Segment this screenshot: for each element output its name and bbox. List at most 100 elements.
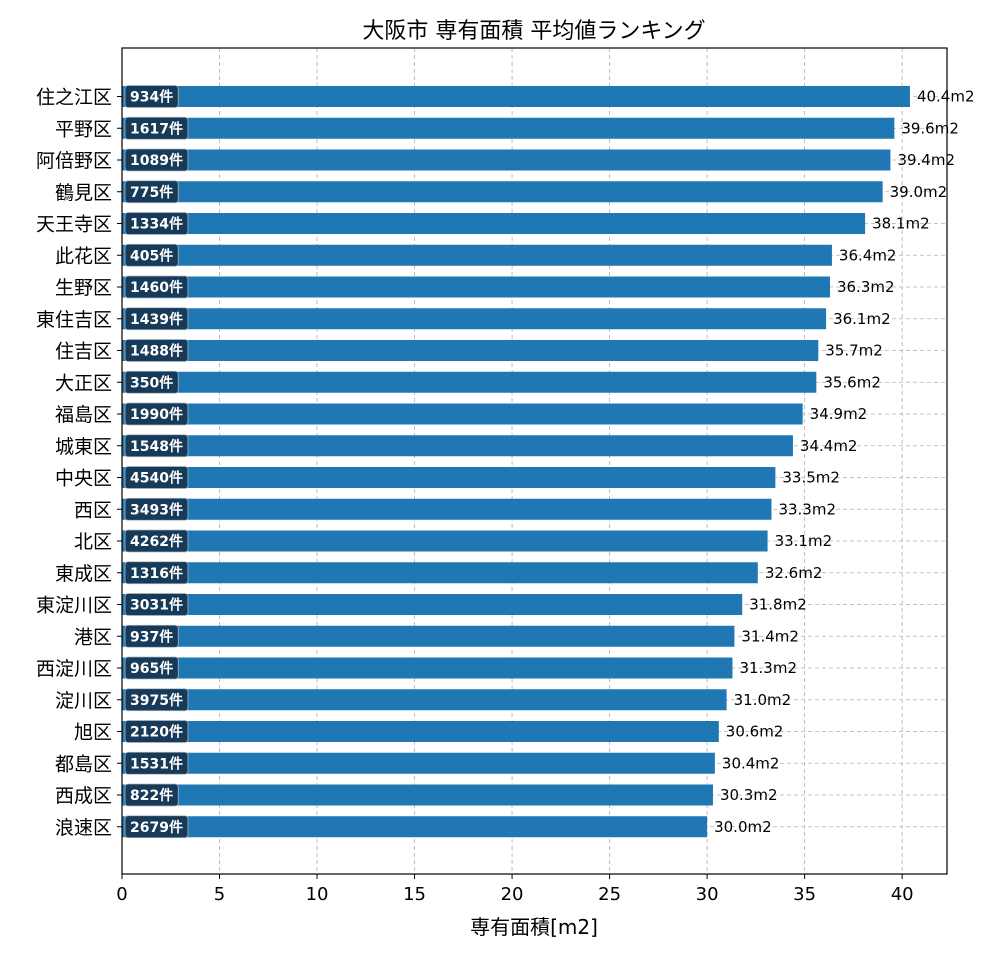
value-label: 30.6m2 [726, 723, 784, 741]
x-tick-label: 15 [403, 884, 426, 905]
bars [122, 86, 910, 838]
count-badge-bg [124, 243, 179, 267]
count-label: 822件 [130, 787, 173, 804]
x-tick-label: 5 [214, 884, 225, 905]
x-tick-label: 30 [696, 884, 719, 905]
count-label: 1089件 [130, 152, 183, 169]
bar [122, 816, 708, 838]
x-tick-label: 40 [891, 884, 914, 905]
x-axis-label: 専有面積[m2] [470, 915, 598, 939]
plot-frame [121, 47, 948, 875]
bar [122, 276, 830, 298]
count-label: 405件 [130, 247, 173, 264]
count-badge: 2679件 [124, 815, 189, 839]
category-label: 東住吉区 [36, 309, 112, 331]
count-label: 1316件 [130, 565, 183, 582]
bar [122, 181, 883, 203]
category-label: 浪速区 [55, 817, 112, 839]
category-label: 住吉区 [55, 341, 112, 363]
count-badge: 1617件 [124, 116, 189, 140]
count-badge: 1439件 [124, 307, 189, 331]
value-label: 34.4m2 [800, 437, 858, 455]
count-badge-bg [124, 688, 189, 712]
count-label: 350件 [130, 374, 173, 391]
count-badge: 822件 [124, 783, 179, 807]
bar [122, 117, 895, 139]
count-badge: 1531件 [124, 751, 189, 775]
value-label: 39.0m2 [890, 183, 948, 201]
count-badge: 1460件 [124, 275, 189, 299]
count-badge: 3975件 [124, 688, 189, 712]
category-label: 東成区 [55, 563, 112, 585]
x-tick-label: 35 [793, 884, 816, 905]
count-label: 1531件 [130, 755, 183, 772]
bar [122, 562, 758, 584]
bar [122, 594, 743, 615]
bar [122, 689, 727, 711]
category-label: 鶴見区 [55, 182, 112, 204]
category-label: 淀川区 [55, 690, 112, 712]
bar [122, 721, 719, 742]
category-label: 福島区 [55, 404, 112, 426]
count-badge: 1488件 [124, 339, 189, 362]
value-label: 31.0m2 [734, 691, 792, 709]
value-labels: 40.4m2 39.6m2 39.4m2 39.0m2 38.1m2 36.4m2 36.3… [714, 88, 974, 836]
category-label: 住之江区 [36, 87, 112, 109]
bar [122, 340, 819, 361]
category-label: 平野区 [55, 118, 112, 140]
bar [122, 625, 735, 647]
count-badge-bg [124, 720, 189, 743]
value-label: 33.3m2 [778, 500, 836, 518]
count-badge: 4262件 [124, 529, 189, 553]
value-label: 32.6m2 [765, 564, 823, 582]
count-badge: 1990件 [124, 402, 189, 426]
x-tick-label: 10 [306, 884, 329, 905]
value-label: 33.1m2 [775, 532, 833, 550]
count-badge-bg [124, 180, 179, 204]
bar [122, 752, 715, 774]
count-badge: 4540件 [124, 466, 189, 489]
count-label: 4262件 [130, 533, 183, 550]
value-label: 39.6m2 [901, 119, 959, 137]
value-label: 39.4m2 [897, 151, 955, 169]
bar [122, 86, 910, 107]
y-tick-labels: 住之江区平野区阿倍野区鶴見区天王寺区此花区生野区東住吉区住吉区大正区福島区城東区… [36, 87, 122, 839]
x-tick-label: 20 [501, 884, 524, 905]
count-badge-bg [124, 339, 189, 362]
category-label: 大正区 [55, 372, 112, 394]
value-label: 33.5m2 [782, 469, 840, 487]
value-label: 36.4m2 [839, 246, 897, 264]
count-badges: 934件 1617件 1089件 775件 1334件 405件 1460件 1439件 148… [124, 85, 189, 839]
count-badge-bg [124, 212, 189, 235]
category-label: 旭区 [74, 722, 112, 744]
count-label: 965件 [130, 660, 173, 677]
count-badge: 1548件 [124, 434, 189, 458]
bar [122, 435, 793, 457]
count-badge-bg [124, 656, 179, 680]
count-badge-bg [124, 116, 189, 140]
count-label: 2679件 [130, 819, 183, 836]
chart-title: 大阪市 専有面積 平均値ランキング [362, 19, 705, 44]
count-badge-bg [124, 497, 189, 521]
count-badge: 1316件 [124, 561, 189, 585]
category-label: 北区 [74, 531, 112, 553]
count-badge: 405件 [124, 243, 179, 267]
count-badge: 3493件 [124, 497, 189, 521]
count-badge: 1334件 [124, 212, 189, 235]
x-ticks: 0 5 10 15 20 25 30 35 40 [116, 874, 914, 905]
bar [122, 657, 733, 679]
count-label: 934件 [130, 89, 173, 106]
count-label: 1617件 [130, 120, 183, 137]
value-label: 35.6m2 [823, 373, 881, 391]
count-badge-bg [124, 307, 189, 331]
category-label: 東淀川区 [36, 595, 112, 617]
value-label: 40.4m2 [917, 88, 975, 106]
bar [122, 213, 866, 234]
x-tick-label: 0 [116, 884, 127, 905]
category-label: 中央区 [55, 468, 112, 490]
category-label: 此花区 [55, 245, 112, 267]
category-label: 天王寺区 [36, 214, 112, 236]
value-label: 36.1m2 [833, 310, 891, 328]
count-label: 1488件 [130, 343, 183, 360]
